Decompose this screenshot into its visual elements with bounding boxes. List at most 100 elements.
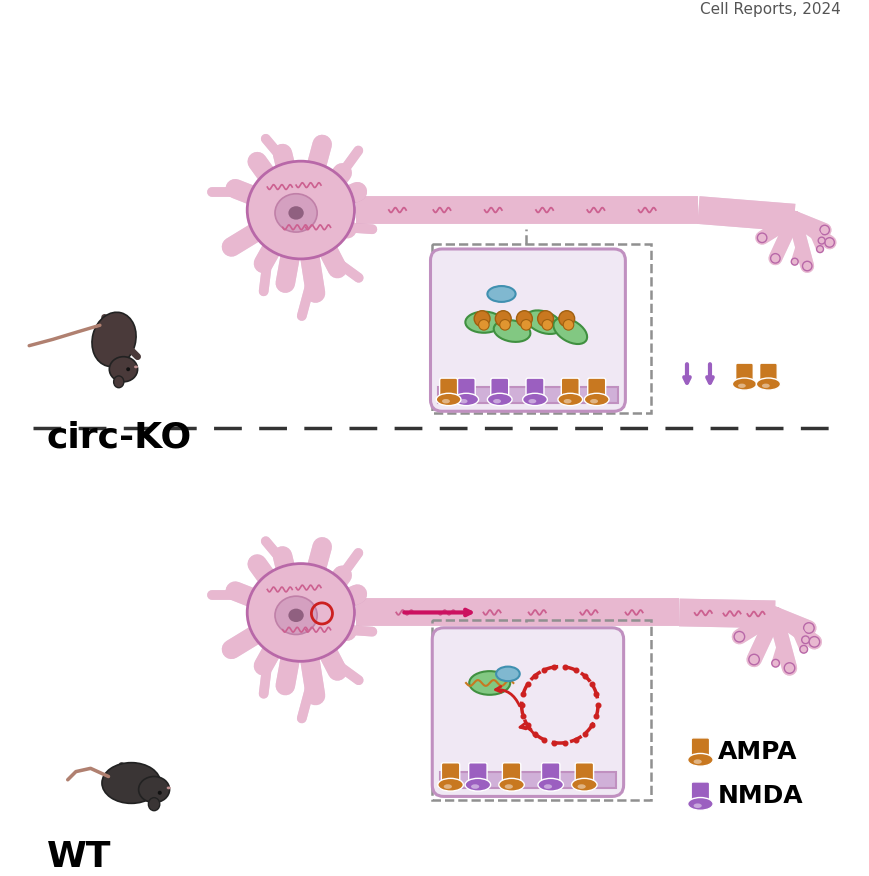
Circle shape: [499, 320, 510, 330]
FancyBboxPatch shape: [735, 364, 753, 385]
Circle shape: [474, 311, 489, 327]
FancyBboxPatch shape: [490, 378, 508, 399]
Ellipse shape: [563, 399, 571, 404]
Ellipse shape: [114, 376, 123, 388]
Circle shape: [157, 791, 162, 795]
Ellipse shape: [504, 784, 513, 788]
Ellipse shape: [493, 399, 501, 404]
Bar: [432, 620, 650, 801]
FancyBboxPatch shape: [438, 387, 617, 403]
FancyBboxPatch shape: [439, 378, 457, 399]
Ellipse shape: [571, 779, 596, 791]
Circle shape: [126, 367, 130, 371]
Ellipse shape: [498, 779, 524, 791]
Ellipse shape: [553, 318, 587, 344]
Ellipse shape: [437, 779, 463, 791]
Ellipse shape: [465, 779, 490, 791]
Ellipse shape: [487, 393, 512, 406]
Ellipse shape: [134, 365, 138, 368]
Ellipse shape: [687, 753, 713, 766]
Circle shape: [733, 632, 744, 642]
Ellipse shape: [487, 286, 515, 302]
Ellipse shape: [527, 399, 535, 404]
Circle shape: [801, 261, 811, 271]
Ellipse shape: [732, 378, 756, 390]
Ellipse shape: [584, 393, 608, 406]
FancyBboxPatch shape: [441, 763, 459, 785]
FancyBboxPatch shape: [526, 378, 543, 399]
Circle shape: [478, 320, 488, 330]
Ellipse shape: [247, 563, 354, 661]
Text: AMPA: AMPA: [717, 740, 796, 765]
Ellipse shape: [247, 161, 354, 259]
Circle shape: [791, 258, 797, 265]
Ellipse shape: [454, 393, 478, 406]
Ellipse shape: [557, 393, 582, 406]
Ellipse shape: [443, 784, 451, 788]
FancyBboxPatch shape: [587, 378, 605, 399]
Circle shape: [521, 320, 531, 330]
Ellipse shape: [494, 320, 530, 342]
FancyBboxPatch shape: [561, 378, 579, 399]
Ellipse shape: [441, 399, 449, 404]
Ellipse shape: [761, 384, 769, 388]
FancyBboxPatch shape: [574, 763, 593, 785]
FancyBboxPatch shape: [457, 378, 474, 399]
Ellipse shape: [693, 803, 701, 808]
Ellipse shape: [138, 776, 169, 802]
FancyBboxPatch shape: [430, 249, 625, 411]
Circle shape: [816, 245, 823, 252]
FancyBboxPatch shape: [690, 738, 709, 759]
Ellipse shape: [495, 667, 519, 682]
Circle shape: [824, 237, 833, 247]
Circle shape: [562, 320, 574, 330]
Circle shape: [771, 660, 779, 667]
Ellipse shape: [693, 759, 701, 764]
Ellipse shape: [589, 399, 597, 404]
FancyBboxPatch shape: [501, 763, 521, 785]
Bar: [432, 244, 650, 413]
Ellipse shape: [537, 779, 563, 791]
Circle shape: [770, 254, 779, 263]
Circle shape: [494, 311, 511, 327]
Ellipse shape: [522, 393, 547, 406]
Ellipse shape: [468, 671, 509, 695]
FancyBboxPatch shape: [690, 782, 709, 804]
Ellipse shape: [687, 797, 713, 810]
Ellipse shape: [275, 597, 317, 634]
Circle shape: [537, 311, 553, 327]
Ellipse shape: [577, 784, 585, 788]
Ellipse shape: [737, 384, 745, 388]
Ellipse shape: [755, 378, 779, 390]
Circle shape: [803, 623, 813, 633]
FancyBboxPatch shape: [759, 364, 776, 385]
FancyBboxPatch shape: [541, 763, 560, 785]
Circle shape: [817, 237, 824, 244]
FancyBboxPatch shape: [468, 763, 487, 785]
Text: WT: WT: [47, 840, 111, 874]
Ellipse shape: [470, 784, 479, 788]
Ellipse shape: [149, 798, 160, 810]
Circle shape: [799, 646, 806, 653]
Circle shape: [748, 654, 759, 665]
Text: NMDA: NMDA: [717, 784, 802, 809]
FancyBboxPatch shape: [440, 773, 615, 788]
Ellipse shape: [92, 312, 136, 366]
Ellipse shape: [526, 310, 561, 334]
Circle shape: [800, 636, 808, 644]
FancyBboxPatch shape: [432, 628, 623, 796]
Text: Cell Reports, 2024: Cell Reports, 2024: [699, 2, 839, 17]
Ellipse shape: [435, 393, 461, 406]
Circle shape: [808, 637, 819, 647]
Circle shape: [757, 233, 766, 243]
Ellipse shape: [109, 357, 137, 382]
Circle shape: [819, 225, 828, 235]
Ellipse shape: [289, 609, 303, 622]
Circle shape: [558, 311, 574, 327]
Ellipse shape: [543, 784, 552, 788]
Circle shape: [516, 311, 532, 327]
Ellipse shape: [459, 399, 467, 404]
Ellipse shape: [289, 206, 303, 220]
Ellipse shape: [167, 787, 170, 789]
Text: circ-KO: circ-KO: [47, 420, 192, 455]
